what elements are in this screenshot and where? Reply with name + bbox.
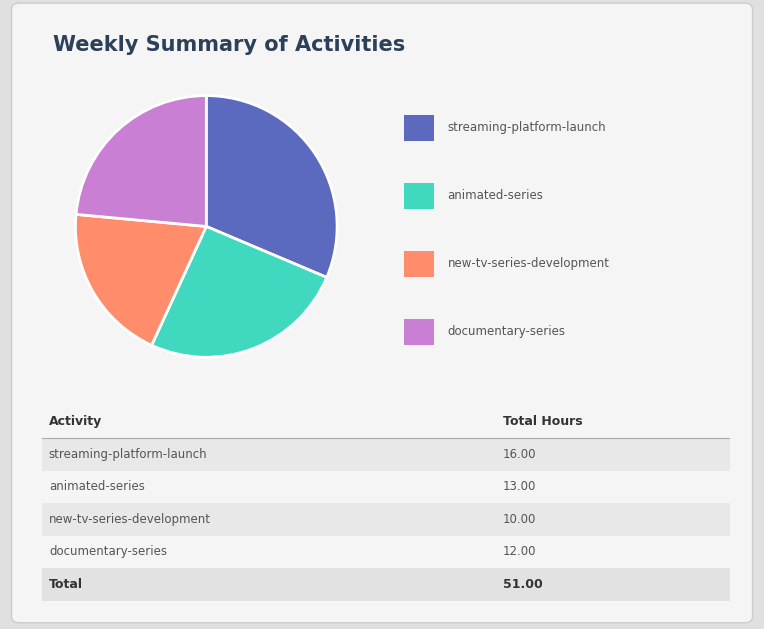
Text: animated-series: animated-series [49,481,144,494]
Bar [42,470,730,503]
Text: streaming-platform-launch: streaming-platform-launch [49,448,208,461]
Bar [42,568,730,601]
Bar [42,536,730,568]
Bar [404,114,434,140]
Text: streaming-platform-launch: streaming-platform-launch [448,121,607,134]
Bar [42,438,730,470]
Text: Total: Total [49,578,83,591]
Wedge shape [76,96,206,226]
Bar [404,318,434,345]
Text: 51.00: 51.00 [503,578,542,591]
Bar [404,250,434,277]
Wedge shape [206,96,337,277]
Text: new-tv-series-development: new-tv-series-development [448,257,610,270]
Text: 12.00: 12.00 [503,545,536,559]
Text: 16.00: 16.00 [503,448,536,461]
Text: Weekly Summary of Activities: Weekly Summary of Activities [53,35,406,55]
Text: new-tv-series-development: new-tv-series-development [49,513,211,526]
Text: Activity: Activity [49,415,102,428]
Text: 10.00: 10.00 [503,513,536,526]
Text: documentary-series: documentary-series [49,545,167,559]
Text: animated-series: animated-series [448,189,543,202]
Text: documentary-series: documentary-series [448,325,565,338]
Wedge shape [76,214,206,345]
Wedge shape [151,226,327,357]
Bar [42,503,730,536]
Text: Total Hours: Total Hours [503,415,582,428]
Bar [404,182,434,209]
Text: 13.00: 13.00 [503,481,536,494]
